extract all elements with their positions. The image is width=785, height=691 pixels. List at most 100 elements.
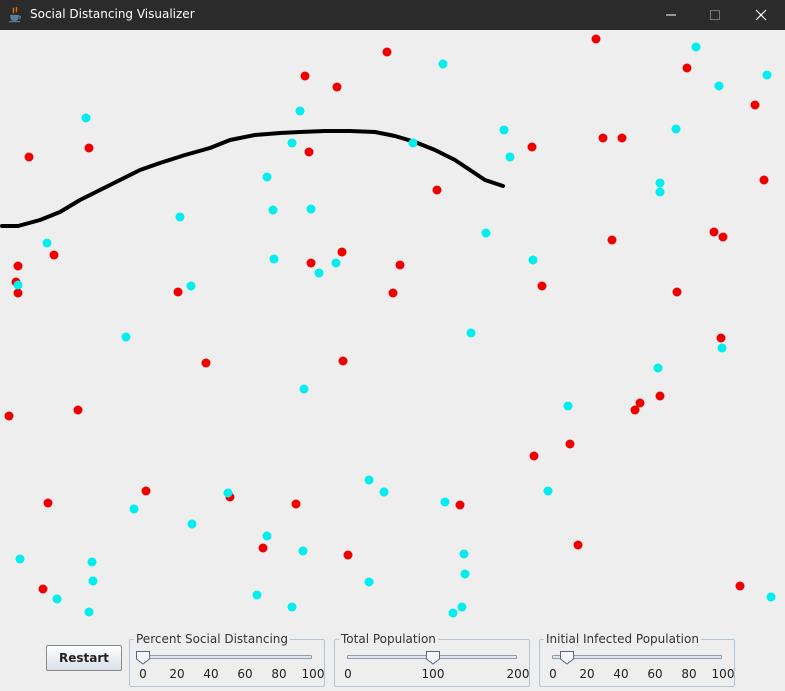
infected-person-dot bbox=[672, 287, 682, 297]
java-cup-icon bbox=[8, 6, 22, 23]
infected-person-dot bbox=[201, 358, 211, 368]
infected-person-dot bbox=[43, 498, 53, 508]
tick-label: 100 bbox=[421, 667, 445, 681]
healthy-person-dot bbox=[466, 328, 476, 338]
total-population-thumb[interactable] bbox=[425, 650, 441, 665]
infected-person-dot bbox=[24, 152, 34, 162]
healthy-person-dot bbox=[438, 59, 448, 69]
healthy-person-dot bbox=[187, 519, 197, 529]
infected-person-dot bbox=[141, 486, 151, 496]
tick-label: 100 bbox=[711, 667, 735, 681]
infected-person-dot bbox=[682, 63, 692, 73]
infected-person-dot bbox=[716, 333, 726, 343]
tick-label: 0 bbox=[549, 667, 557, 681]
infected-person-dot bbox=[73, 405, 83, 415]
infected-person-dot bbox=[343, 550, 353, 560]
tick-label: 60 bbox=[647, 667, 663, 681]
maximize-button[interactable] bbox=[692, 0, 738, 30]
title-bar[interactable]: Social Distancing Visualizer bbox=[0, 0, 785, 30]
infected-person-dot bbox=[38, 584, 48, 594]
minimize-button[interactable] bbox=[648, 0, 694, 30]
healthy-person-dot bbox=[331, 258, 341, 268]
healthy-person-dot bbox=[129, 504, 139, 514]
healthy-person-dot bbox=[457, 602, 467, 612]
infected-person-dot bbox=[306, 258, 316, 268]
trace-path bbox=[0, 129, 505, 228]
tick-label: 200 bbox=[506, 667, 530, 681]
infected-person-dot bbox=[13, 261, 23, 271]
initial-infected-thumb[interactable] bbox=[559, 650, 575, 665]
healthy-person-dot bbox=[459, 549, 469, 559]
healthy-person-dot bbox=[440, 497, 450, 507]
healthy-person-dot bbox=[543, 486, 553, 496]
healthy-person-dot bbox=[655, 178, 665, 188]
healthy-person-dot bbox=[762, 70, 772, 80]
infected-person-dot bbox=[565, 439, 575, 449]
healthy-person-dot bbox=[653, 363, 663, 373]
infected-person-dot bbox=[750, 100, 760, 110]
healthy-person-dot bbox=[262, 531, 272, 541]
healthy-person-dot bbox=[84, 607, 94, 617]
healthy-person-dot bbox=[87, 557, 97, 567]
healthy-person-dot bbox=[671, 124, 681, 134]
infected-person-dot bbox=[84, 143, 94, 153]
infected-person-dot bbox=[759, 175, 769, 185]
infected-person-dot bbox=[735, 581, 745, 591]
healthy-person-dot bbox=[81, 113, 91, 123]
social-distancing-thumb[interactable] bbox=[135, 650, 151, 665]
healthy-person-dot bbox=[262, 172, 272, 182]
tick-label: 40 bbox=[613, 667, 629, 681]
healthy-person-dot bbox=[88, 576, 98, 586]
restart-button[interactable]: Restart bbox=[46, 645, 122, 671]
healthy-person-dot bbox=[408, 138, 418, 148]
infected-person-dot bbox=[607, 235, 617, 245]
infected-person-dot bbox=[304, 147, 314, 157]
total-population-title: Total Population bbox=[339, 632, 438, 646]
total-population-slider-group: Total Population 0 100 200 bbox=[334, 632, 530, 687]
healthy-person-dot bbox=[505, 152, 515, 162]
healthy-person-dot bbox=[460, 569, 470, 579]
infected-person-dot bbox=[258, 543, 268, 553]
infected-person-dot bbox=[395, 260, 405, 270]
healthy-person-dot bbox=[269, 254, 279, 264]
healthy-person-dot bbox=[268, 205, 278, 215]
close-button[interactable] bbox=[738, 0, 784, 30]
healthy-person-dot bbox=[121, 332, 131, 342]
infected-person-dot bbox=[598, 133, 608, 143]
infected-person-dot bbox=[655, 391, 665, 401]
tick-label: 0 bbox=[344, 667, 352, 681]
tick-label: 60 bbox=[237, 667, 253, 681]
healthy-person-dot bbox=[299, 384, 309, 394]
healthy-person-dot bbox=[379, 487, 389, 497]
infected-person-dot bbox=[432, 185, 442, 195]
infected-person-dot bbox=[709, 227, 719, 237]
infected-person-dot bbox=[13, 288, 23, 298]
infected-person-dot bbox=[527, 142, 537, 152]
healthy-person-dot bbox=[364, 577, 374, 587]
healthy-person-dot bbox=[314, 268, 324, 278]
tick-label: 80 bbox=[271, 667, 287, 681]
healthy-person-dot bbox=[481, 228, 491, 238]
infected-person-dot bbox=[455, 500, 465, 510]
initial-infected-track[interactable] bbox=[552, 655, 722, 659]
infected-person-dot bbox=[630, 405, 640, 415]
infected-person-dot bbox=[332, 82, 342, 92]
simulation-canvas bbox=[0, 30, 785, 630]
healthy-person-dot bbox=[714, 81, 724, 91]
initial-infected-slider-group: Initial Infected Population 0 20 40 60 8… bbox=[539, 632, 735, 687]
healthy-person-dot bbox=[175, 212, 185, 222]
infected-person-dot bbox=[537, 281, 547, 291]
healthy-person-dot bbox=[655, 187, 665, 197]
tick-label: 20 bbox=[169, 667, 185, 681]
healthy-person-dot bbox=[287, 602, 297, 612]
infected-person-dot bbox=[337, 247, 347, 257]
tick-label: 80 bbox=[681, 667, 697, 681]
healthy-person-dot bbox=[766, 592, 776, 602]
infected-person-dot bbox=[529, 451, 539, 461]
infected-person-dot bbox=[300, 71, 310, 81]
social-distancing-track[interactable] bbox=[142, 655, 312, 659]
infected-person-dot bbox=[573, 540, 583, 550]
healthy-person-dot bbox=[13, 280, 23, 290]
healthy-person-dot bbox=[42, 238, 52, 248]
